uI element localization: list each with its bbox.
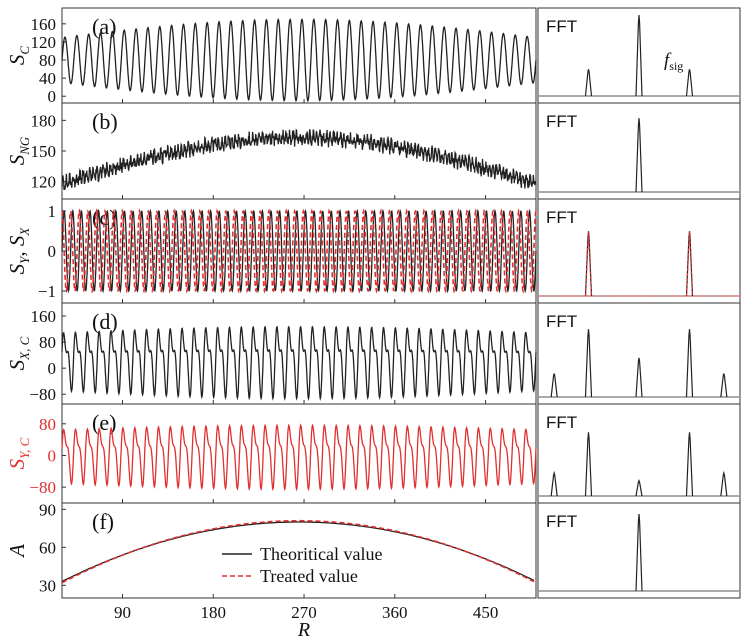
y-axis-label: SX, C [5, 336, 32, 370]
x-tick-label: 360 [382, 603, 408, 622]
fft-peak [635, 118, 643, 193]
y-tick-label: −1 [38, 282, 56, 301]
panel-frame [61, 102, 537, 200]
fft-label: FFT [546, 208, 577, 227]
fft-peak [584, 329, 593, 398]
fft-peak [635, 479, 643, 497]
y-axis-label: SC [5, 46, 32, 66]
fft-label: FFT [546, 112, 577, 131]
y-axis-label: SY, SX [5, 227, 32, 275]
fft-peak [635, 14, 643, 97]
fft-peak [584, 69, 593, 97]
y-tick-label: 0 [48, 446, 57, 465]
fft-label: FFT [546, 512, 577, 531]
y-tick-label: 40 [39, 69, 56, 88]
y-axis-label: SNG [5, 136, 32, 165]
y-tick-label: 30 [39, 576, 56, 595]
x-axis-label: R [297, 619, 310, 639]
panel-label: (a) [92, 14, 116, 39]
x-tick-label: 270 [291, 603, 317, 622]
y-tick-label: 120 [31, 173, 57, 192]
y-axis-label: A [5, 544, 29, 559]
fft-peak [550, 373, 558, 398]
fft-peak-overlay [685, 231, 694, 297]
series-line [61, 208, 537, 294]
fft-label: FFT [546, 312, 577, 331]
series-line [61, 423, 537, 492]
fft-label: FFT [546, 17, 577, 36]
y-tick-label: 150 [31, 142, 57, 161]
x-tick-label: 450 [473, 603, 499, 622]
y-tick-label: 180 [31, 111, 57, 130]
series-line [61, 128, 537, 191]
fft-peak [584, 432, 593, 497]
y-tick-label: 160 [31, 307, 57, 326]
fft-peak [685, 329, 694, 398]
y-tick-label: 90 [39, 500, 56, 519]
fft-annotation: fsig [664, 50, 683, 73]
series-line [61, 208, 537, 294]
fft-peak [685, 432, 694, 497]
panel-frame [61, 502, 537, 599]
y-tick-label: 0 [48, 359, 57, 378]
fft-frame [537, 502, 741, 599]
y-tick-label: 160 [31, 15, 57, 34]
legend-label: Treated value [260, 566, 358, 586]
fft-peak-overlay [584, 231, 593, 297]
panel-b: 120 150 180 SNG (b) FFT [5, 102, 741, 200]
y-tick-label: 80 [39, 51, 56, 70]
fft-peak [635, 514, 643, 592]
panel-label: (f) [92, 509, 114, 534]
fft-peak [635, 357, 643, 398]
series-line [61, 325, 537, 401]
y-tick-label: 60 [39, 538, 56, 557]
y-tick-label: 80 [39, 333, 56, 352]
y-tick-label: 1 [48, 202, 57, 221]
panel-label: (d) [92, 309, 118, 334]
series-line [61, 521, 535, 583]
series-line [61, 17, 537, 103]
panel-d: −80 0 80 160 SX, C (d) FFT [5, 302, 741, 405]
y-tick-label: 120 [31, 33, 57, 52]
panel-label: (e) [92, 410, 116, 435]
x-tick-label: 90 [114, 603, 131, 622]
fft-peak [685, 69, 694, 97]
fft-peak [720, 470, 728, 497]
y-tick-label: 80 [39, 415, 56, 434]
x-tick-label: 180 [201, 603, 227, 622]
y-axis-label: SY, C [5, 437, 32, 469]
y-tick-label: −80 [29, 385, 56, 404]
fft-peak [720, 373, 728, 398]
fft-peak [550, 470, 558, 497]
panel-label: (b) [92, 109, 118, 134]
y-tick-label: 0 [48, 242, 57, 261]
panel-e: −80 0 80 SY, C (e) FFT [5, 403, 741, 504]
y-tick-label: 0 [48, 87, 57, 106]
y-tick-label: −80 [29, 478, 56, 497]
fft-label: FFT [546, 413, 577, 432]
legend-label: Theoritical value [260, 544, 382, 564]
